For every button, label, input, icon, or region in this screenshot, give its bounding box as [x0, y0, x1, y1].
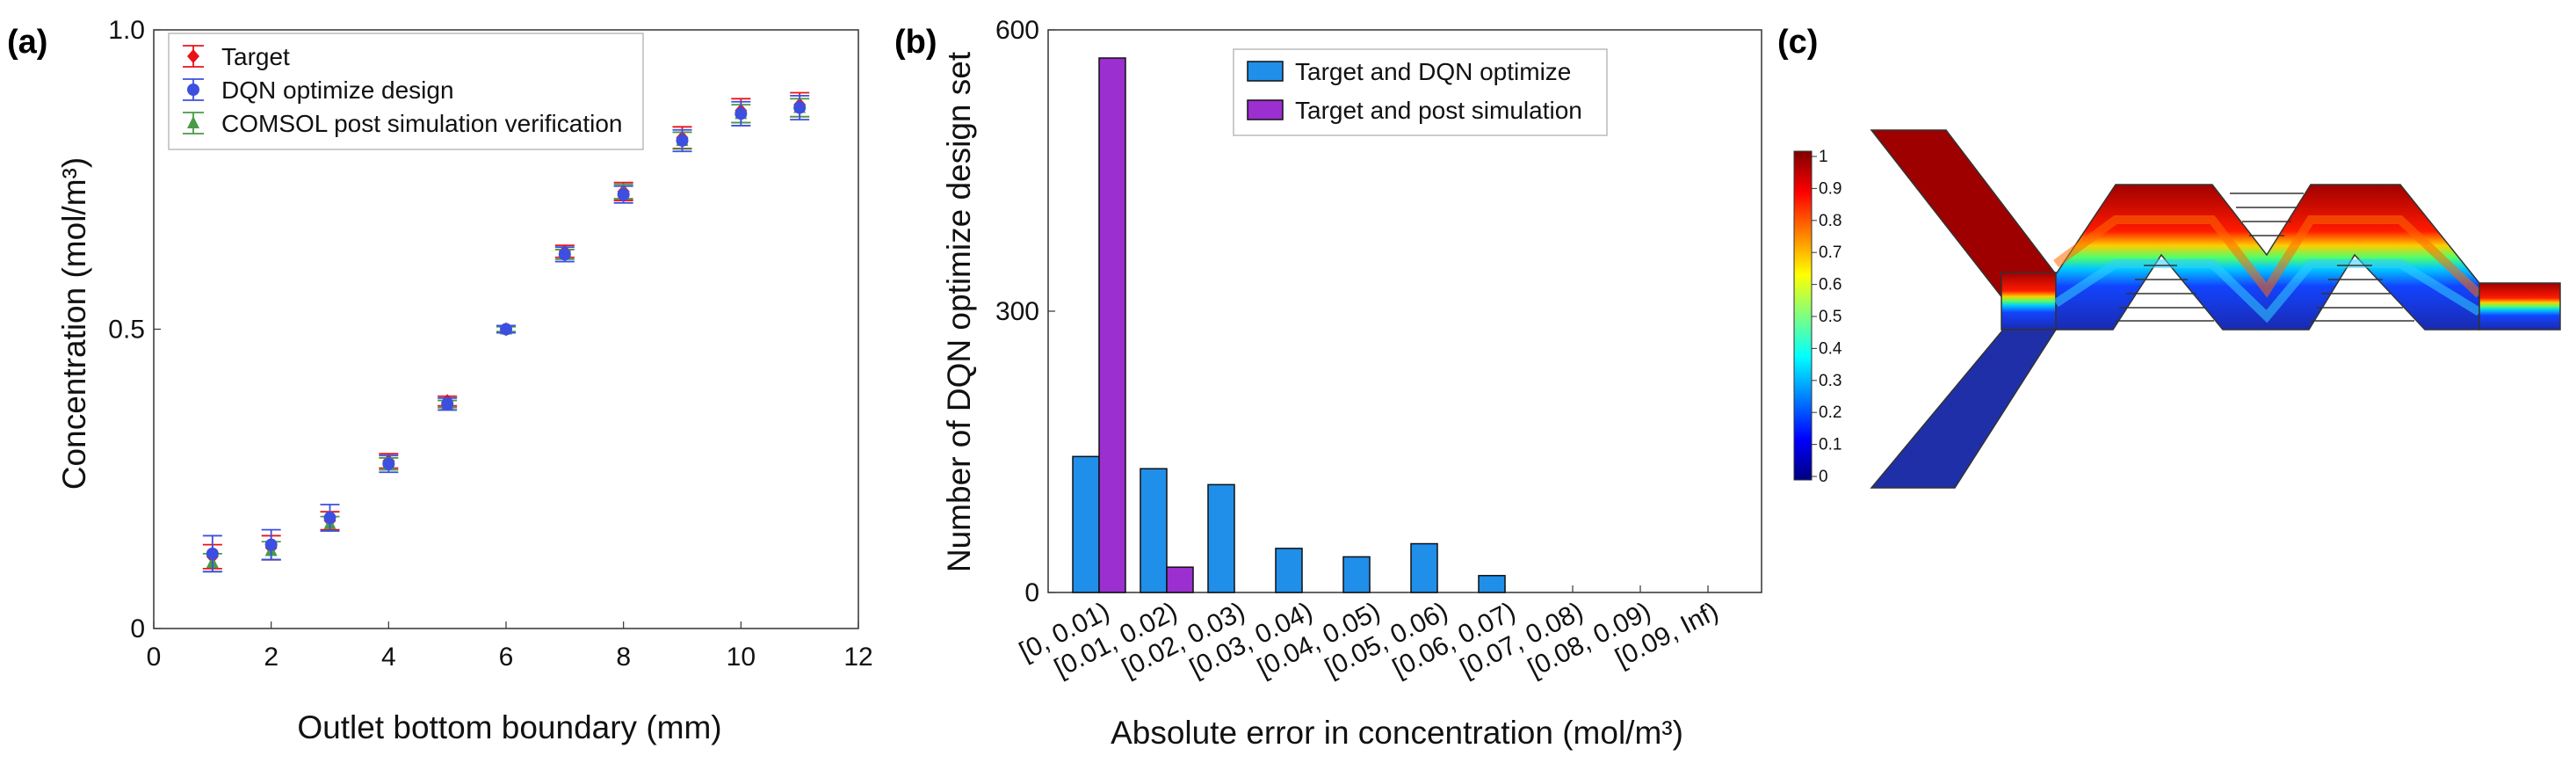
panel-a-data	[202, 91, 810, 573]
point-marker	[323, 512, 336, 525]
mixing-band-upper	[2053, 215, 2483, 298]
legend-marker	[187, 84, 199, 96]
point-marker	[676, 134, 689, 147]
point-marker	[617, 188, 630, 201]
x-tick-label: 12	[843, 643, 872, 672]
x-tick-label: 4	[381, 643, 396, 672]
panel-b-category-labels: [0, 0.01)[0.01, 0.02)[0.02, 0.03)[0.03, …	[1015, 597, 1723, 683]
panel-b-label: (b)	[894, 24, 937, 61]
obstacle-lines	[2116, 193, 2414, 322]
panel-b-legend: Target and DQN optimize Target and post s…	[1233, 48, 1608, 136]
y-tick-label: 0.5	[108, 316, 145, 345]
colorbar	[1793, 150, 1813, 481]
legend-marker	[187, 116, 199, 128]
y-tick-label: 300	[995, 297, 1039, 326]
data-point	[379, 454, 399, 474]
panel-a: (a) 0 2 4 6 8 10 12 0 0.5 1.0 Outlet bottom bound…	[7, 16, 873, 745]
point-marker	[441, 397, 454, 411]
colorbar-tick-label: 0.2	[1819, 403, 1842, 422]
bar	[1166, 566, 1194, 593]
legend-label: Target	[221, 43, 290, 70]
x-tick-label: 0	[147, 643, 162, 672]
colorbar-ticks: 1 0.9 0.8 0.7 0.6 0.5 0.4 0.3 0.2 0.1 0	[1812, 148, 1842, 486]
x-tick-label: 8	[616, 643, 631, 672]
data-point	[320, 504, 340, 532]
data-point	[261, 528, 281, 561]
mixing-band-lower	[2053, 259, 2482, 323]
legend-box	[1233, 48, 1608, 136]
bar	[1072, 455, 1100, 593]
data-point	[438, 396, 458, 411]
panel-a-label: (a)	[7, 24, 47, 61]
point-marker	[734, 107, 748, 120]
bar	[1342, 556, 1371, 593]
panel-b-ylabel: Number of DQN optimize design set	[941, 51, 977, 572]
colorbar-tick-label: 0.1	[1819, 436, 1842, 454]
bar	[1098, 57, 1126, 593]
bar	[1140, 468, 1168, 593]
bar	[1275, 548, 1303, 593]
point-marker	[500, 323, 512, 336]
panel-b: (b) 0 300 600 [0, 0.01)[0.01, 0.02)[0.02, …	[894, 16, 1762, 751]
panel-a-ticks: 0 2 4 6 8 10 12 0 0.5 1.0	[108, 16, 872, 672]
data-point	[790, 95, 810, 121]
x-tick-label: 2	[264, 643, 279, 672]
point-marker	[382, 457, 395, 470]
bar	[1478, 575, 1506, 593]
colorbar-tick-label: 0	[1819, 468, 1828, 486]
data-point	[731, 100, 751, 127]
mixer-section	[2053, 184, 2483, 331]
x-tick-label: 10	[727, 643, 756, 672]
x-tick-label: 6	[499, 643, 514, 672]
point-marker	[206, 547, 219, 560]
legend-label: Target and DQN optimize	[1295, 58, 1571, 85]
colorbar-tick-label: 0.7	[1819, 243, 1842, 262]
bar	[1410, 542, 1438, 593]
legend-label: DQN optimize design	[221, 76, 454, 104]
y-tick-label: 600	[995, 16, 1039, 45]
bar	[1207, 483, 1235, 593]
colorbar-tick-label: 0.3	[1819, 372, 1842, 390]
colorbar-tick-label: 1	[1819, 148, 1828, 166]
colorbar-tick-label: 0.6	[1819, 276, 1842, 294]
channel-simulation	[1870, 129, 2561, 489]
legend-swatch	[1247, 99, 1284, 120]
data-point	[672, 128, 692, 153]
colorbar-tick-label: 0.9	[1819, 179, 1842, 198]
panel-b-ticks: 0 300 600	[995, 16, 1709, 607]
colorbar-tick-label: 0.4	[1819, 339, 1842, 358]
junction	[2001, 272, 2057, 331]
panel-c: (c) 1 0.9 0.8 0.7 0.6 0.5 0.4 0.3 0.2 0.1 0	[1777, 24, 2561, 489]
colorbar-tick-label: 0.5	[1819, 308, 1842, 326]
data-point	[613, 185, 633, 204]
data-point	[554, 246, 575, 263]
outlet-channel	[2478, 282, 2561, 331]
panel-a-legend: Target DQN optimize design COMSOL post sim…	[168, 33, 644, 150]
y-tick-label: 1.0	[108, 16, 145, 45]
legend-label: Target and post simulation	[1295, 97, 1582, 124]
colorbar-tick-label: 0.8	[1819, 212, 1842, 230]
point-marker	[793, 101, 807, 114]
lower-inlet-channel	[1870, 329, 2058, 489]
y-tick-label: 0	[130, 614, 145, 643]
legend-marker	[187, 49, 199, 63]
point-marker	[264, 538, 278, 551]
panel-a-xlabel: Outlet bottom boundary (mm)	[297, 709, 721, 745]
panel-a-ylabel: Concentration (mol/m³)	[56, 157, 92, 490]
legend-box	[168, 33, 644, 150]
legend-label: COMSOL post simulation verification	[221, 110, 622, 137]
y-tick-label: 0	[1024, 578, 1039, 607]
data-point	[496, 323, 516, 336]
data-point	[202, 534, 222, 573]
legend-swatch	[1247, 61, 1284, 82]
point-marker	[558, 248, 571, 261]
panel-b-bars	[1072, 57, 1506, 593]
panel-b-xlabel: Absolute error in concentration (mol/m³)	[1111, 715, 1683, 751]
panel-c-label: (c)	[1777, 24, 1818, 61]
